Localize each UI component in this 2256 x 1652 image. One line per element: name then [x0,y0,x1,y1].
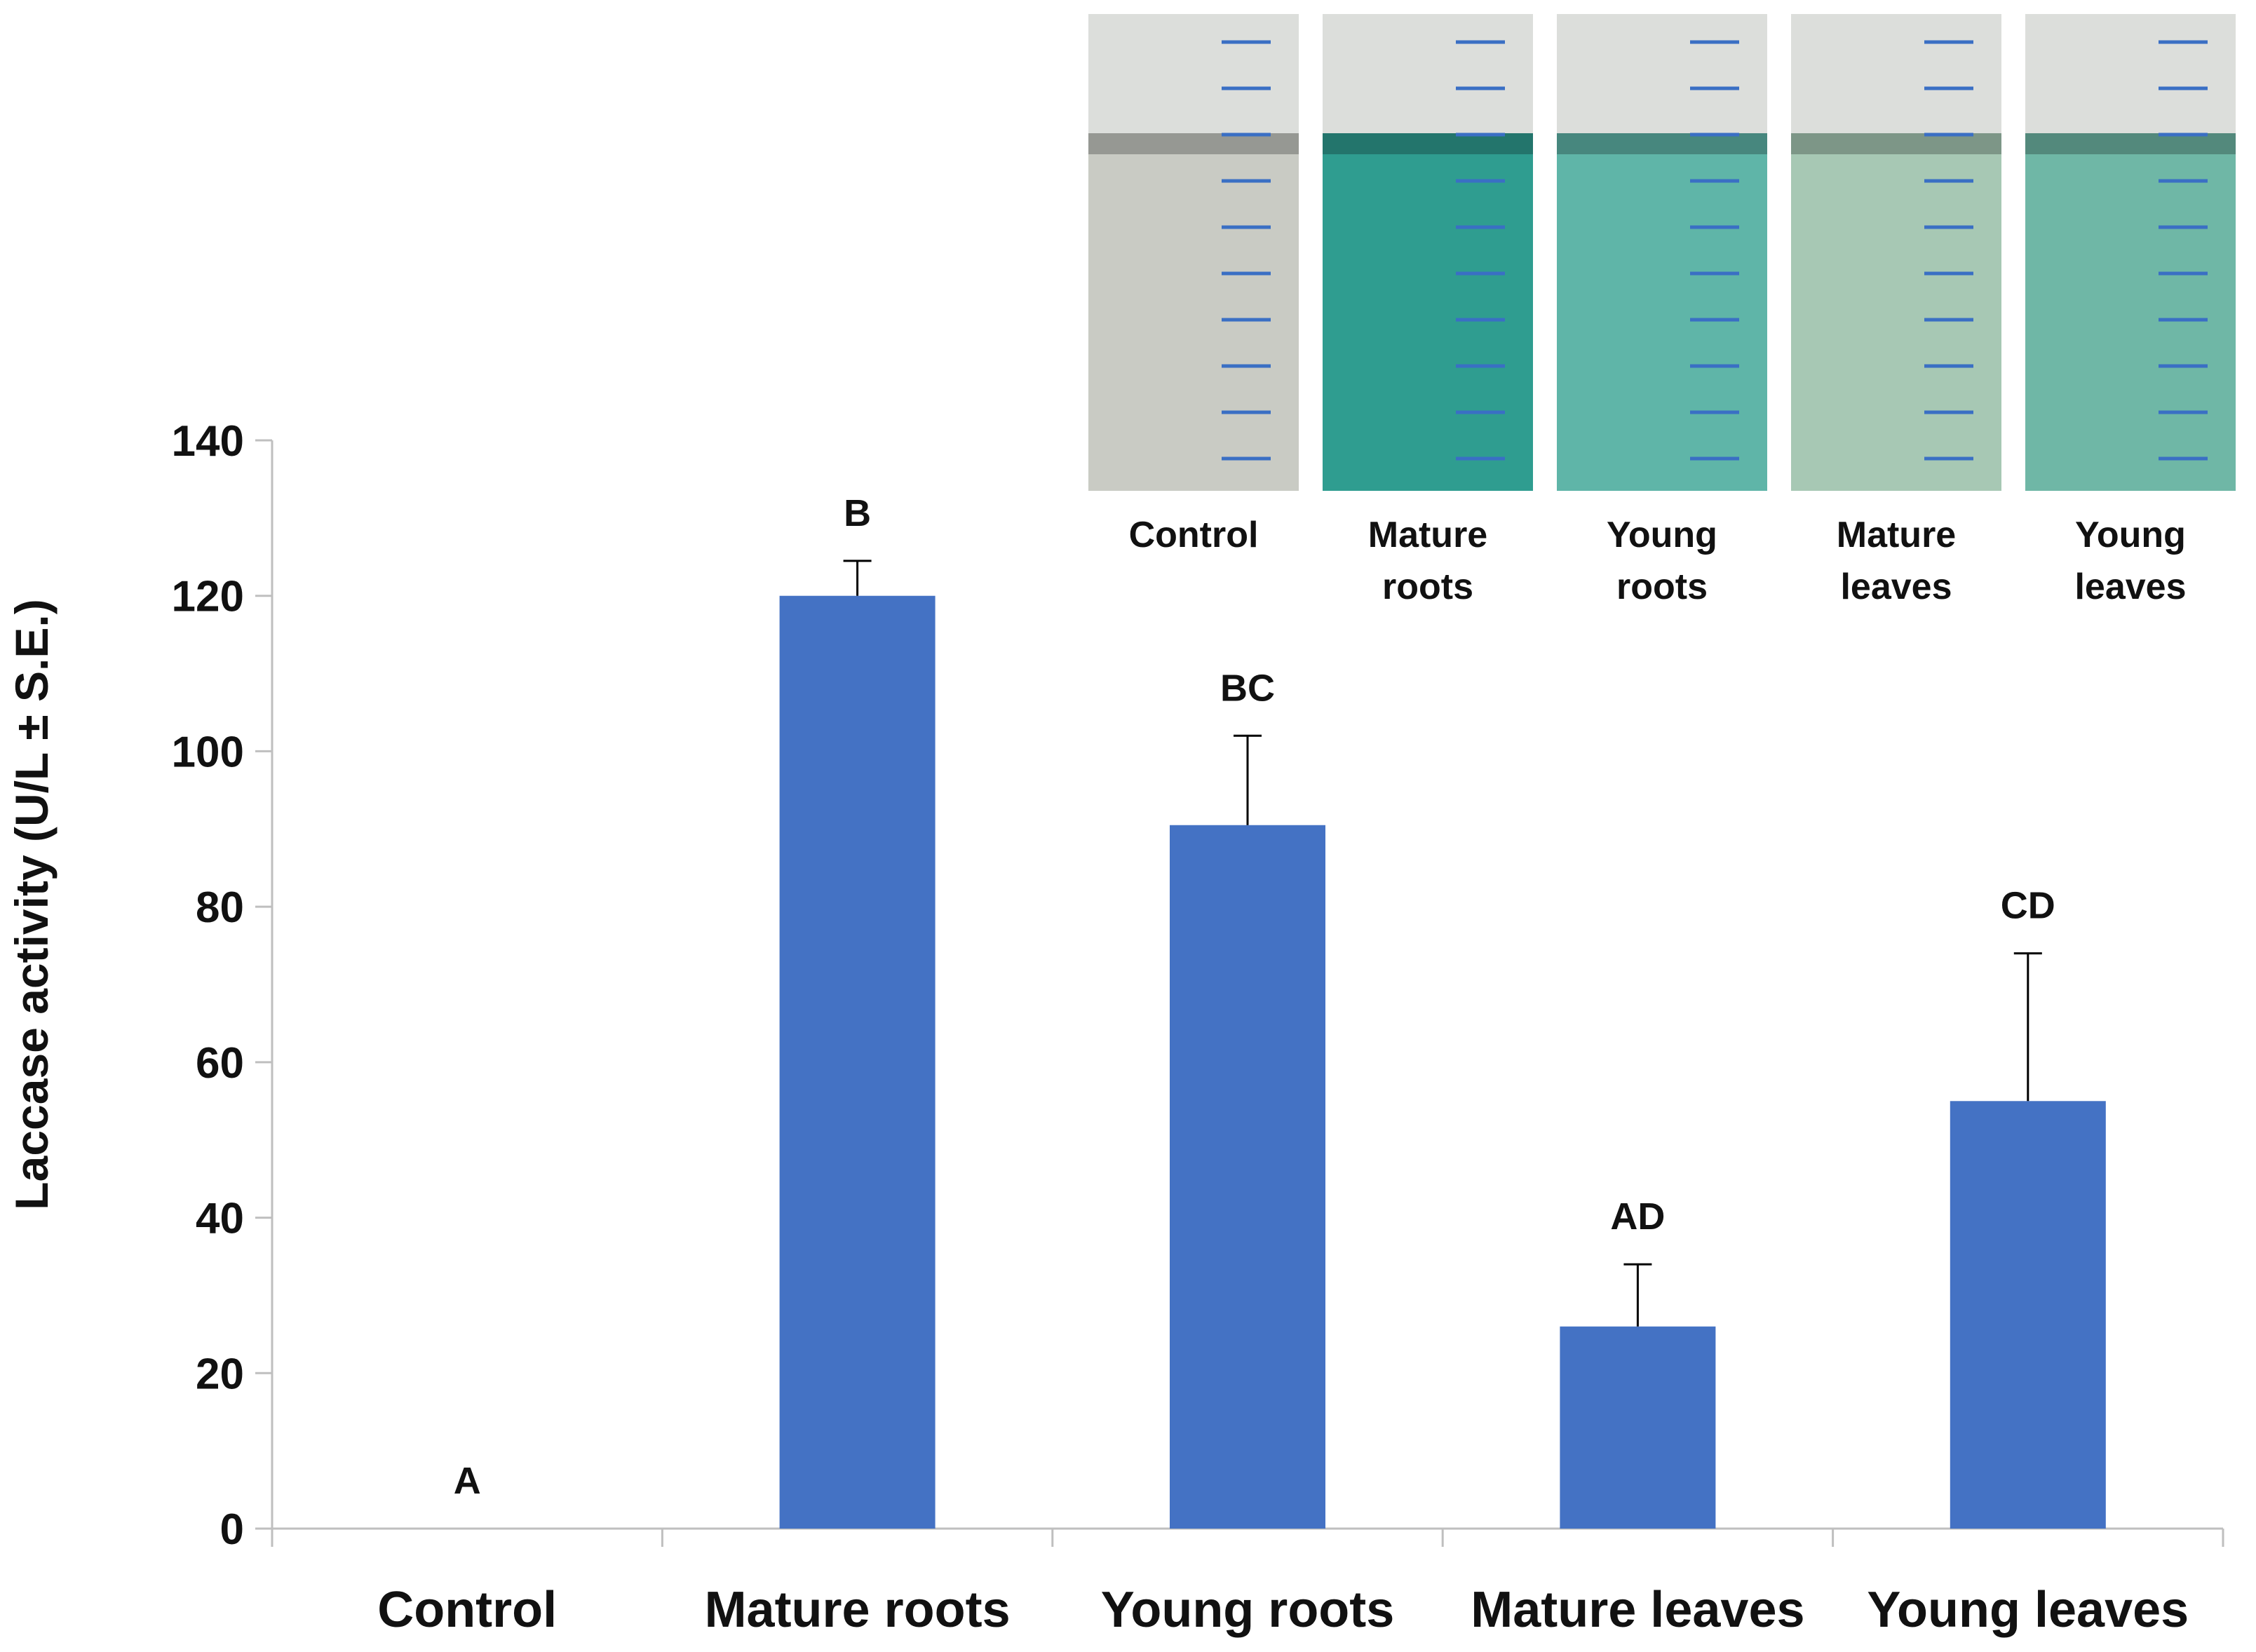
tube-photo-inset: Control Mature roots Young roots Mature leaves… [1088,14,2236,607]
x-category-label: Young leaves [1867,1582,2189,1638]
inset-tube-label: Mature [1368,515,1487,555]
tube-meniscus [2025,133,2236,154]
tube-top-empty [2025,14,2236,133]
tube-top-empty [1323,14,1533,133]
tube-meniscus [1791,133,2001,154]
tube-top-empty [1088,14,1299,133]
x-category-label: Control [377,1582,557,1638]
chart-bars: A Control B Mature roots BC Young roots AD Matu… [377,492,2189,1638]
y-tick-label: 40 [196,1195,244,1243]
x-category-label: Mature roots [705,1582,1011,1638]
bar-mature-leaves [1560,1326,1716,1529]
y-tick-label: 80 [196,883,244,932]
bar-young-leaves [1950,1101,2106,1529]
tube-meniscus [1557,133,1767,154]
inset-tube-label: Young [1607,515,1717,555]
chart-axes: 0 20 40 60 80 100 120 140 [172,417,2224,1554]
tube-liquid [1088,133,1299,491]
inset-tube-label: leaves [1840,567,1952,607]
inset-tube-label: Control [1129,515,1259,555]
x-category-label: Young roots [1101,1582,1395,1638]
inset-tube-label: leaves [2074,567,2186,607]
significance-letter: CD [2001,885,2055,927]
y-tick-label: 60 [196,1039,244,1088]
significance-letter: AD [1610,1196,1665,1238]
tube-liquid [1791,133,2001,491]
y-axis-title: Laccase activity (U/L ± S.E.) [6,599,58,1210]
y-tick-label: 20 [196,1350,244,1398]
y-tick-label: 0 [220,1505,244,1554]
inset-tube-label: Mature [1837,515,1956,555]
inset-tube-label: roots [1382,567,1473,607]
inset-tube-label: roots [1616,567,1708,607]
tube-liquid [1323,133,1533,491]
x-category-label: Mature leaves [1471,1582,1804,1638]
tube-liquid [2025,133,2236,491]
tube-top-empty [1557,14,1767,133]
y-tick-label: 140 [172,417,244,466]
tube-meniscus [1088,133,1299,154]
significance-letter: B [844,492,871,534]
tube-top-empty [1791,14,2001,133]
tube-meniscus [1323,133,1533,154]
bar-young-roots [1170,825,1325,1529]
tube-liquid [1557,133,1767,491]
bar-mature-roots [779,595,936,1529]
significance-letter: A [454,1460,481,1502]
inset-tube-label: Young [2075,515,2186,555]
y-tick-label: 100 [172,728,244,776]
y-tick-label: 120 [172,573,244,621]
significance-letter: BC [1220,667,1275,709]
